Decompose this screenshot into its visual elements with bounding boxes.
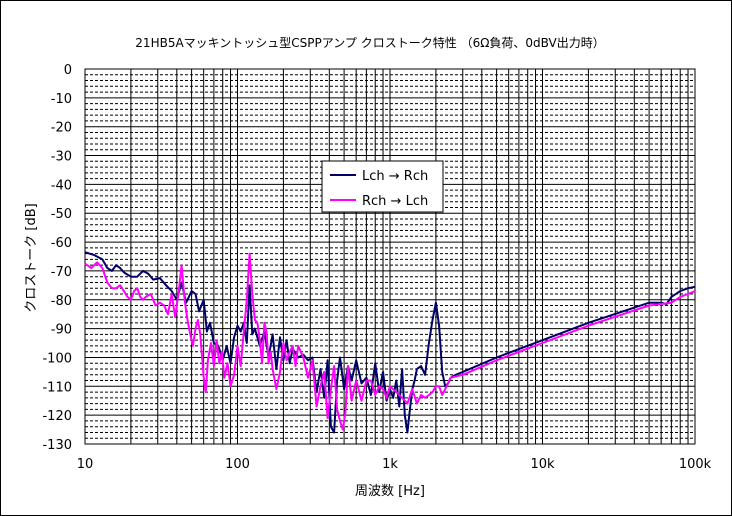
y-tick-label: -70	[51, 265, 72, 280]
y-tick-label: -30	[51, 150, 72, 165]
y-tick-label: -90	[51, 323, 72, 338]
series-line-2	[84, 252, 696, 431]
x-tick-label: 100k	[679, 457, 712, 472]
legend-label-2: Rch → Lch	[362, 194, 428, 209]
y-axis-ticks: 0 -10 -20 -30 -40 -50 -60 -70 -80 -90 -100 -110 -120…	[42, 63, 72, 453]
series-lines	[84, 251, 696, 434]
y-tick-label: 0	[64, 63, 72, 78]
y-tick-label: -20	[51, 121, 72, 136]
plot-border	[84, 68, 696, 445]
legend: Lch → Rch Rch → Lch	[321, 160, 444, 213]
x-axis-ticks: 10 100 1k 10k 100k	[77, 457, 712, 472]
y-tick-label: -130	[42, 438, 72, 453]
x-tick-label: 10k	[530, 457, 555, 472]
y-tick-label: -10	[51, 92, 72, 107]
x-axis-label: 周波数 [Hz]	[355, 484, 425, 499]
chart-title: 21HB5Aマッキントッシュ型CSPPアンプ クロストーク特性 （6Ω負荷、0d…	[135, 35, 604, 50]
y-tick-label: -120	[42, 409, 72, 424]
grid-lines	[84, 68, 696, 445]
y-tick-label: -100	[42, 351, 72, 366]
y-tick-label: -80	[51, 294, 72, 309]
y-tick-label: -50	[51, 207, 72, 222]
y-tick-label: -110	[42, 380, 72, 395]
y-tick-label: -60	[51, 236, 72, 251]
legend-box	[321, 160, 444, 213]
x-tick-label: 1k	[382, 457, 398, 472]
x-tick-label: 100	[225, 457, 250, 472]
y-axis-label: クロストーク [dB]	[24, 203, 39, 312]
y-tick-label: -40	[51, 178, 72, 193]
legend-label-1: Lch → Rch	[362, 169, 428, 184]
x-tick-label: 10	[77, 457, 94, 472]
